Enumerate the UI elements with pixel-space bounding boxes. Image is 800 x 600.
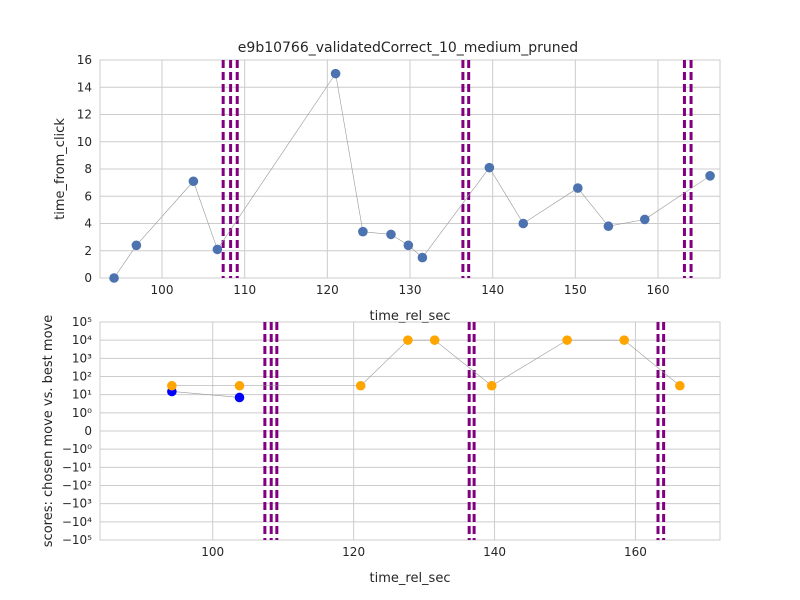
y-tick-label: 10¹ (72, 388, 92, 402)
data-point (234, 380, 245, 391)
data-point (403, 240, 414, 251)
y-tick-label: 10³ (72, 351, 92, 365)
bottom-chart-x-axis-label: time_rel_sec (370, 571, 451, 586)
data-point (562, 335, 572, 345)
bottom-chart-grid (100, 321, 720, 541)
y-tick-label: 14 (77, 80, 92, 94)
y-tick-label: 12 (77, 108, 92, 122)
y-tick-label: 0 (84, 424, 92, 438)
bottom-chart-y-tick-labels: 10⁵ 10⁴ 10³ 10² 10¹ 10⁰ 0 −10⁰ −10¹ −10² −10³ −10⁴ −… (62, 315, 92, 547)
data-point (429, 335, 440, 345)
bottom-chart-points (167, 335, 685, 403)
y-tick-label: 6 (84, 189, 92, 203)
bottom-chart-y-axis-label: scores: chosen move vs. best move (41, 315, 56, 547)
data-point (518, 218, 529, 229)
x-tick-label: 110 (233, 283, 256, 297)
data-point (131, 240, 142, 251)
top-chart-points (109, 68, 715, 283)
bottom-chart-lines (171, 339, 681, 398)
y-tick-label: −10² (62, 479, 92, 493)
data-point (484, 162, 495, 173)
y-tick-label: 8 (84, 162, 92, 176)
x-tick-label: 160 (647, 283, 670, 297)
data-point (355, 380, 366, 391)
y-tick-label: 2 (84, 244, 92, 258)
x-tick-label: 130 (399, 283, 422, 297)
x-tick-label: 140 (483, 545, 506, 559)
top-chart-y-axis-label: time_from_click (53, 118, 68, 220)
top-chart-panel: e9b10766_validatedCorrect_10_medium_prun… (53, 40, 721, 324)
chart-title: e9b10766_validatedCorrect_10_medium_prun… (238, 40, 578, 56)
x-tick-label: 150 (564, 283, 587, 297)
y-tick-label: −10³ (62, 497, 92, 511)
top-chart-x-tick-labels: 100 110 120 130 140 150 160 (151, 283, 670, 297)
data-point (234, 392, 245, 403)
data-point (386, 229, 396, 240)
x-tick-label: 140 (481, 283, 504, 297)
bottom-chart-panel: 100 120 140 160 10⁵ 10⁴ 10³ 10² 10¹ 10⁰ 0 −10⁰ −10¹… (41, 315, 721, 586)
series-connector-line (171, 339, 681, 387)
y-tick-label: 16 (77, 53, 92, 67)
top-chart-frame (99, 59, 721, 279)
x-tick-label: 100 (151, 283, 174, 297)
y-tick-label: 10 (77, 135, 92, 149)
x-tick-label: 160 (624, 545, 647, 559)
data-point (188, 176, 199, 187)
data-point (573, 183, 583, 193)
y-tick-label: −10⁴ (62, 515, 92, 529)
y-tick-label: −10¹ (62, 460, 92, 474)
y-tick-label: −10⁰ (62, 442, 92, 456)
data-point (109, 273, 119, 283)
data-point (330, 68, 341, 79)
y-tick-label: 10² (72, 370, 92, 384)
top-chart-grid (100, 59, 720, 279)
top-chart-vlines (221, 60, 693, 278)
data-point (212, 244, 223, 255)
data-point (705, 171, 715, 181)
top-chart-y-tick-labels: 0 2 4 6 8 10 12 14 16 (77, 53, 92, 285)
data-point (486, 380, 497, 391)
data-point (675, 380, 685, 391)
data-point (603, 221, 614, 232)
series-connector-line (171, 391, 240, 398)
data-point (403, 335, 413, 345)
y-tick-label: 10⁵ (72, 315, 92, 329)
top-chart-x-axis-label: time_rel_sec (370, 309, 451, 324)
x-tick-label: 120 (316, 283, 339, 297)
data-point (358, 226, 368, 237)
data-point (619, 335, 629, 345)
y-tick-label: −10⁵ (62, 533, 92, 547)
bottom-chart-vlines (263, 322, 666, 540)
bottom-chart-frame (99, 321, 721, 541)
y-tick-label: 10⁴ (72, 333, 92, 347)
data-point (417, 252, 428, 263)
bottom-chart-x-tick-labels: 100 120 140 160 (201, 545, 647, 559)
y-tick-label: 10⁰ (72, 406, 92, 420)
x-tick-label: 100 (201, 545, 224, 559)
y-tick-label: 0 (84, 271, 92, 285)
data-point (639, 214, 650, 225)
x-tick-label: 120 (342, 545, 365, 559)
y-tick-label: 4 (84, 217, 92, 231)
data-point (167, 380, 177, 391)
